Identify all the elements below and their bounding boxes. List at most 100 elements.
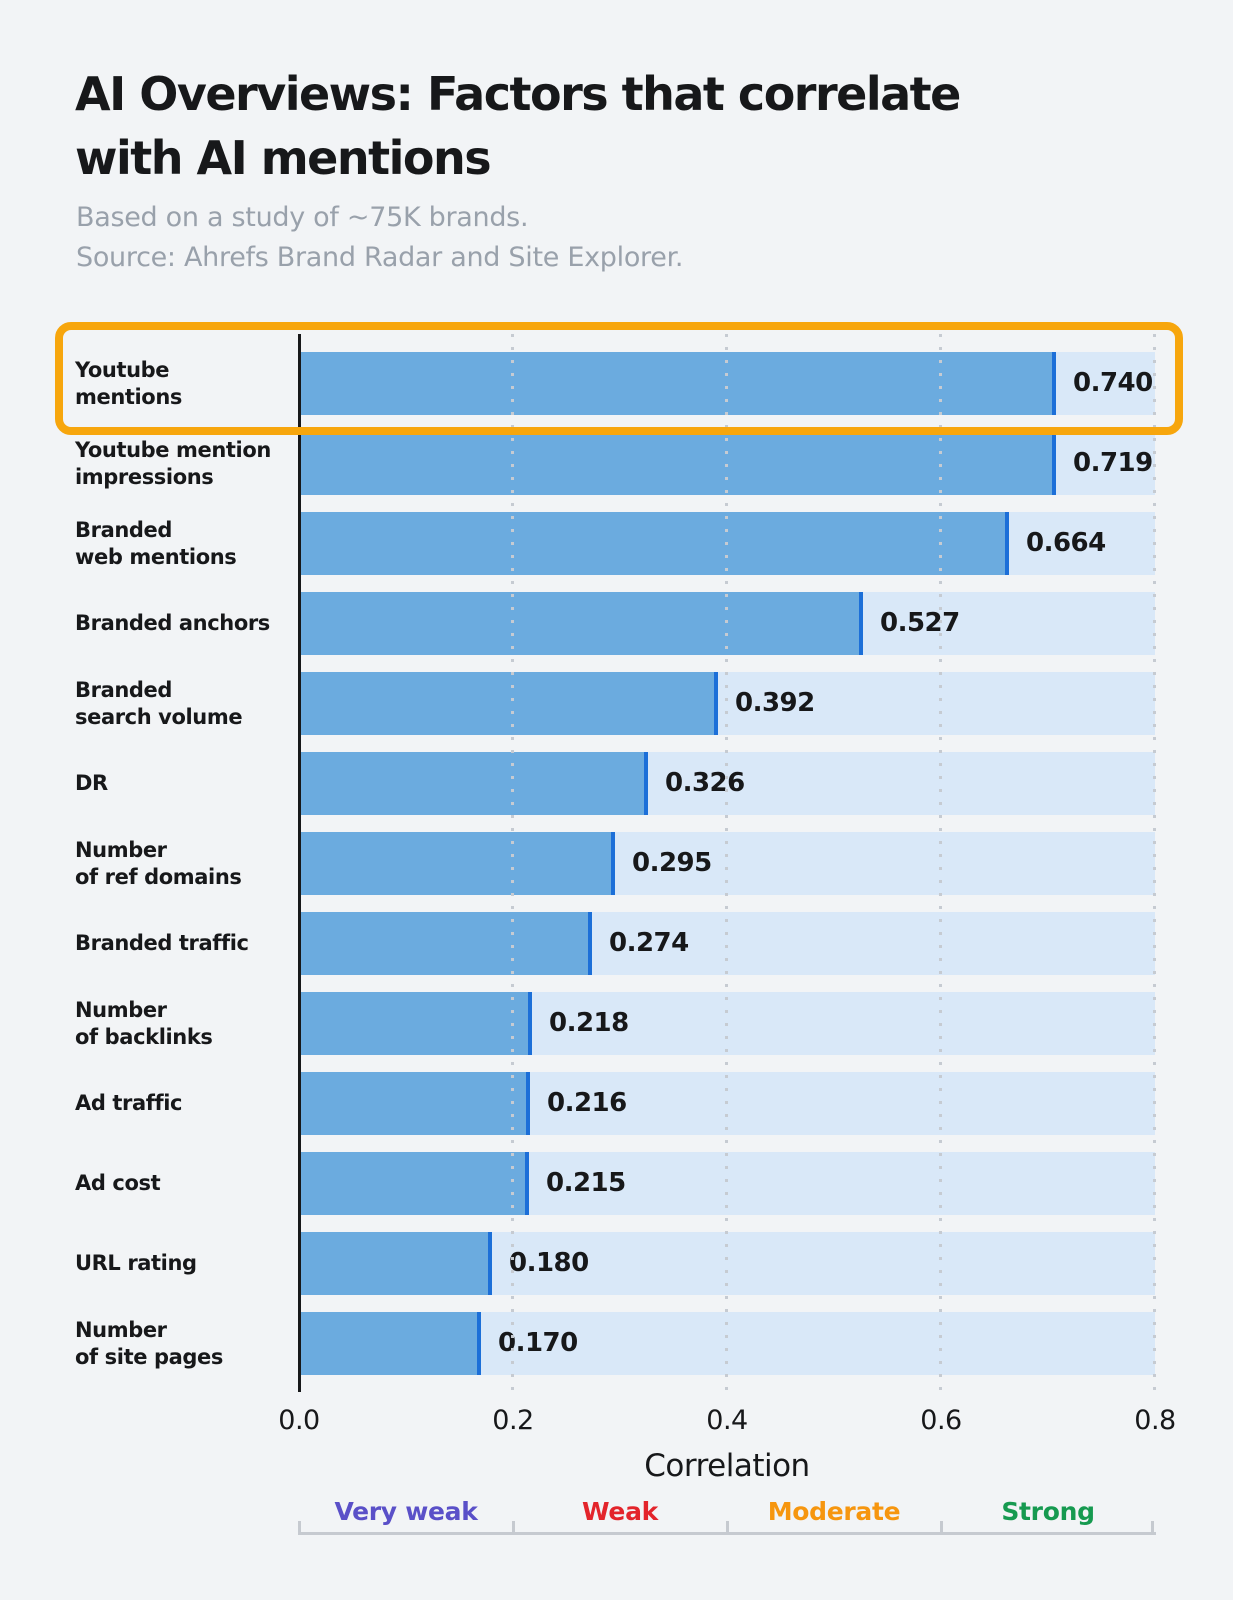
category-label: Youtube mentions — [75, 352, 290, 415]
subtitle-study-line: Based on a study of ~75K brands. — [76, 202, 529, 233]
value-label: 0.392 — [735, 688, 815, 718]
bar-track — [299, 672, 1155, 735]
category-label-line: Youtube mention — [75, 437, 271, 462]
bar — [299, 432, 1056, 495]
chart-title-line2: with AI mentions — [75, 131, 492, 185]
category-label-line: DR — [75, 771, 108, 795]
bar-track — [299, 1232, 1155, 1295]
category-label-line: Branded traffic — [75, 931, 249, 955]
category-label-line: mentions — [75, 384, 182, 409]
bar — [299, 592, 863, 655]
category-label-line: search volume — [75, 704, 243, 729]
bar-track — [299, 592, 1155, 655]
bar-row: Youtube mentions 0.740 — [0, 352, 1233, 415]
category-label-line: URL rating — [75, 1251, 197, 1275]
bar-row: Ad traffic 0.216 — [0, 1072, 1233, 1135]
bar-row: DR 0.326 — [0, 752, 1233, 815]
strength-band-label: Very weak — [334, 1497, 478, 1526]
bar-track — [299, 832, 1155, 895]
bar-row: Branded anchors 0.527 — [0, 592, 1233, 655]
category-label-line: Number — [75, 1317, 167, 1342]
bar-track — [299, 1072, 1155, 1135]
category-label-line: Branded — [75, 677, 172, 702]
bar — [299, 832, 615, 895]
bar-row: Branded search volume 0.392 — [0, 672, 1233, 735]
category-label-line: Ad traffic — [75, 1091, 183, 1115]
category-label: URL rating — [75, 1232, 290, 1295]
bar-row: Youtube mention impressions 0.719 — [0, 432, 1233, 495]
bar — [299, 1152, 529, 1215]
category-label-line: impressions — [75, 464, 214, 489]
bar — [299, 752, 648, 815]
bar — [299, 992, 532, 1055]
category-label-line: Branded — [75, 517, 172, 542]
bar-row: Branded web mentions 0.664 — [0, 512, 1233, 575]
bar-row: Ad cost 0.215 — [0, 1152, 1233, 1215]
bracket-tick — [512, 1521, 515, 1535]
category-label: Ad cost — [75, 1152, 290, 1215]
value-label: 0.170 — [498, 1328, 578, 1358]
bar-track — [299, 352, 1155, 415]
value-label: 0.740 — [1073, 368, 1153, 398]
x-tick-label: 0.6 — [920, 1405, 962, 1436]
bar-row: Number of backlinks 0.218 — [0, 992, 1233, 1055]
category-label-line: Branded anchors — [75, 611, 270, 635]
bar-row: URL rating 0.180 — [0, 1232, 1233, 1295]
bar — [299, 1312, 481, 1375]
strength-band-label: Strong — [1001, 1497, 1095, 1526]
x-axis-title: Correlation — [644, 1448, 810, 1484]
bar-row: Number of ref domains 0.295 — [0, 832, 1233, 895]
category-label: Number of site pages — [75, 1312, 290, 1375]
bracket-tick — [726, 1521, 729, 1535]
value-label: 0.215 — [546, 1168, 626, 1198]
category-label-line: Youtube — [75, 357, 170, 382]
value-label: 0.527 — [880, 608, 960, 638]
strength-band-label: Weak — [582, 1497, 658, 1526]
category-label-line: Ad cost — [75, 1171, 161, 1195]
bracket-tick — [298, 1521, 301, 1535]
category-label: Branded search volume — [75, 672, 290, 735]
category-label-line: of ref domains — [75, 864, 242, 889]
x-axis-ticks: 0.0 0.2 0.4 0.6 0.8 — [0, 1405, 1233, 1439]
chart-title-line1: AI Overviews: Factors that correlate — [75, 67, 961, 121]
value-label: 0.274 — [609, 928, 689, 958]
bar-track — [299, 912, 1155, 975]
x-tick-label: 0.4 — [706, 1405, 748, 1436]
category-label: Ad traffic — [75, 1072, 290, 1135]
value-label: 0.295 — [632, 848, 712, 878]
bar-track — [299, 992, 1155, 1055]
bar-row: Number of site pages 0.170 — [0, 1312, 1233, 1375]
correlation-strength-bracket — [298, 1521, 1156, 1535]
x-tick-label: 0.8 — [1134, 1405, 1176, 1436]
chart-subtitle: Based on a study of ~75K brands. Source:… — [76, 198, 1176, 278]
bar — [299, 1072, 530, 1135]
category-label: Branded traffic — [75, 912, 290, 975]
bracket-tick — [1151, 1521, 1154, 1535]
bar-track — [299, 1312, 1155, 1375]
value-label: 0.216 — [547, 1088, 627, 1118]
strength-band-label: Moderate — [767, 1497, 901, 1526]
value-label: 0.180 — [509, 1248, 589, 1278]
subtitle-source-line: Source: Ahrefs Brand Radar and Site Expl… — [76, 242, 684, 273]
value-label: 0.218 — [549, 1008, 629, 1038]
correlation-strength-labels: Very weak Weak Moderate Strong — [0, 1497, 1233, 1529]
category-label-line: of site pages — [75, 1344, 223, 1369]
bar — [299, 672, 718, 735]
value-label: 0.326 — [665, 768, 745, 798]
category-label: Number of ref domains — [75, 832, 290, 895]
x-tick-label: 0.2 — [492, 1405, 534, 1436]
value-label: 0.664 — [1026, 528, 1106, 558]
category-label: Number of backlinks — [75, 992, 290, 1055]
value-label: 0.719 — [1073, 448, 1153, 478]
bar-track — [299, 432, 1155, 495]
x-tick-label: 0.0 — [278, 1405, 320, 1436]
category-label: Branded web mentions — [75, 512, 290, 575]
bar-rows-container: Youtube mentions 0.740 Youtube mention impre… — [0, 352, 1233, 1392]
bar — [299, 512, 1009, 575]
bar-row: Branded traffic 0.274 — [0, 912, 1233, 975]
category-label: Youtube mention impressions — [75, 432, 290, 495]
bar — [299, 912, 592, 975]
bar-track — [299, 1152, 1155, 1215]
category-label-line: Number — [75, 837, 167, 862]
